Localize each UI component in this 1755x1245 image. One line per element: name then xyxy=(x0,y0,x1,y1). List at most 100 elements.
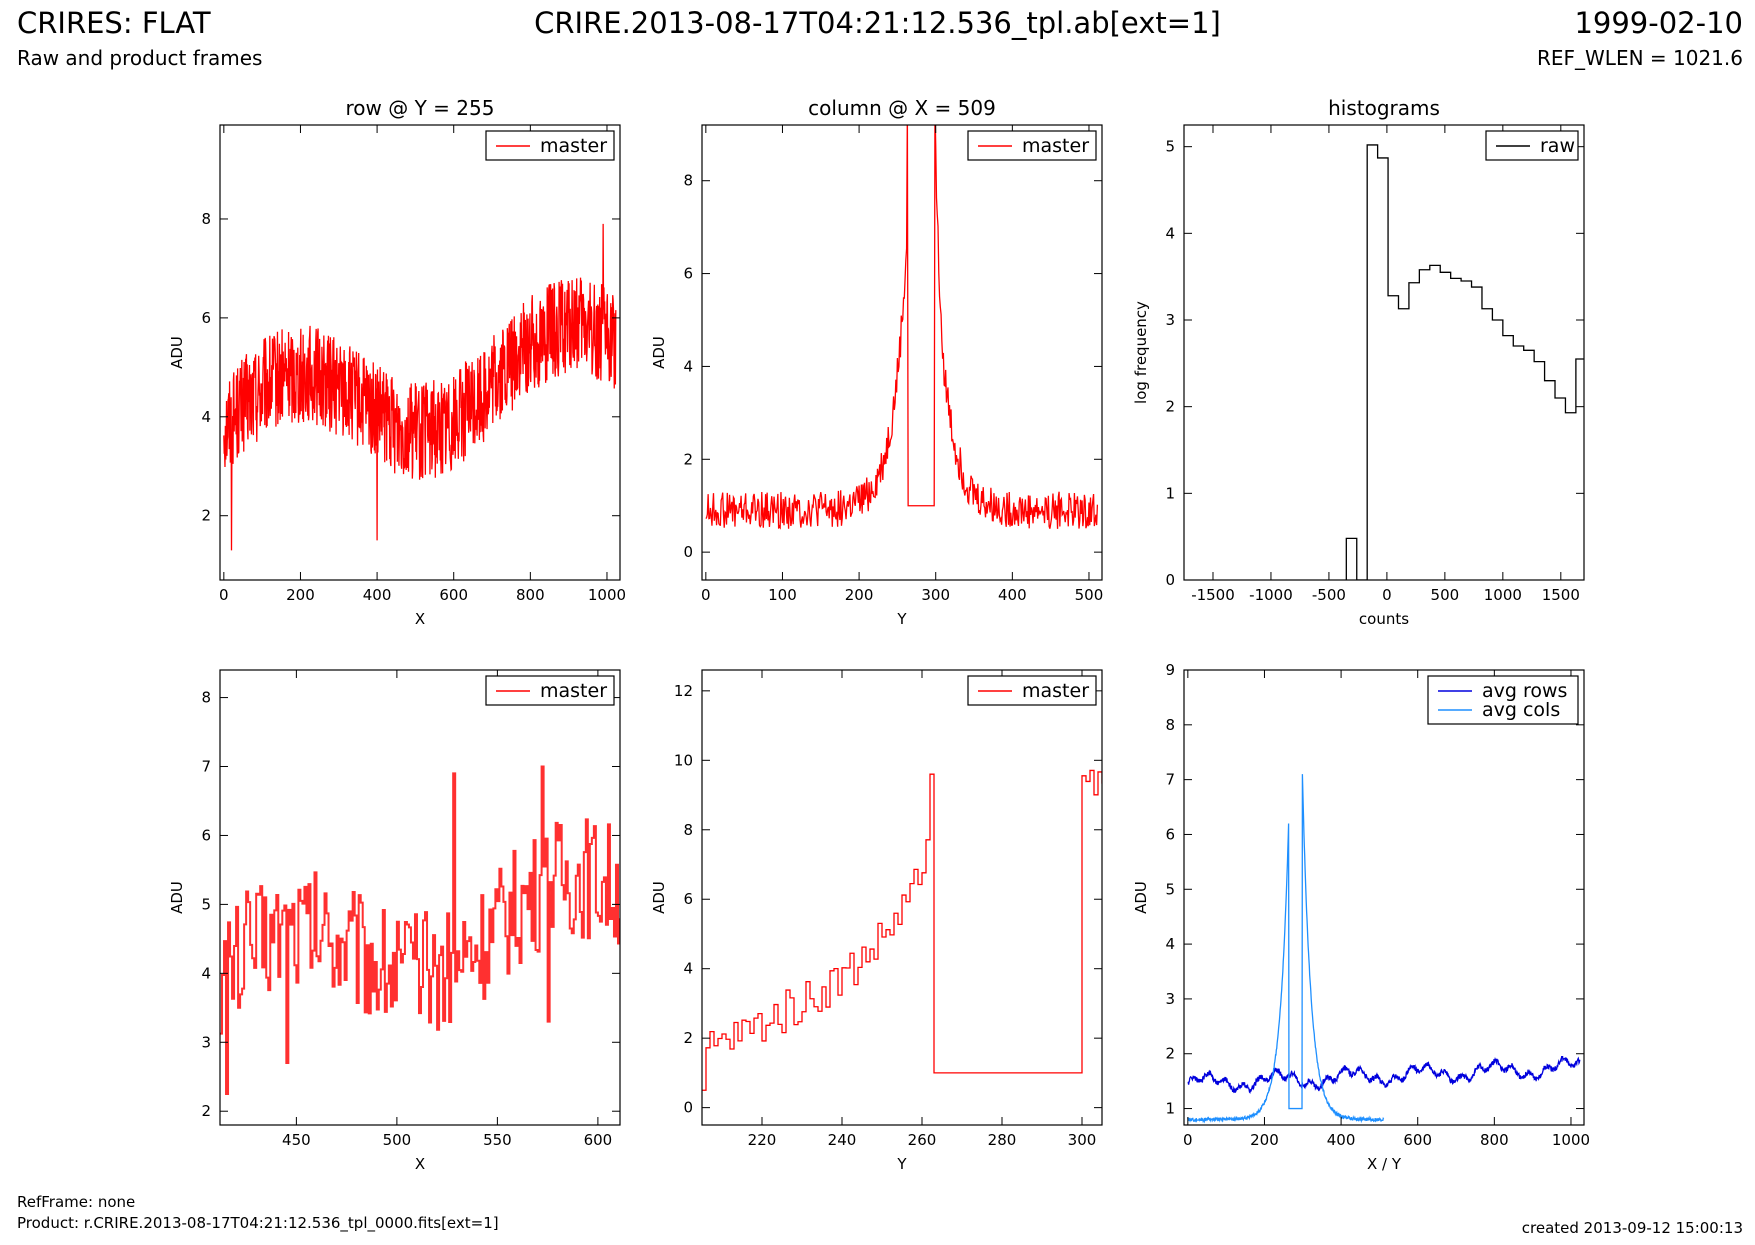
x-tick-label: 1000 xyxy=(1484,586,1522,604)
y-tick-label: 6 xyxy=(683,890,693,908)
x-axis-label: Y xyxy=(896,1155,907,1173)
chart-title: row @ Y = 255 xyxy=(346,96,495,120)
chart-title: histograms xyxy=(1328,96,1440,120)
x-tick-label: 300 xyxy=(921,586,950,604)
x-tick-label: 500 xyxy=(1075,586,1104,604)
series-master xyxy=(223,223,617,551)
y-tick-label: 8 xyxy=(201,210,211,228)
y-tick-label: 2 xyxy=(1165,398,1175,416)
x-tick-label: 200 xyxy=(1250,1131,1279,1149)
x-tick-label: 0 xyxy=(219,586,229,604)
series-avg-cols xyxy=(1187,774,1385,1124)
y-tick-label: 5 xyxy=(201,895,211,913)
y-tick-label: 10 xyxy=(674,751,693,769)
y-tick-label: 3 xyxy=(1165,311,1175,329)
y-tick-label: 4 xyxy=(683,960,693,978)
y-tick-label: 12 xyxy=(674,682,693,700)
legend-label: master xyxy=(540,680,607,702)
chart-title: column @ X = 509 xyxy=(808,96,996,120)
y-tick-label: 8 xyxy=(201,689,211,707)
plot-frame xyxy=(219,669,621,1126)
chart-row-zoom: 450 500 550 600 2 3 4 5 6 7 8 X ADU master xyxy=(168,669,621,1173)
series-avg-rows xyxy=(1187,1055,1581,1094)
y-tick-label: 2 xyxy=(201,1102,211,1120)
y-axis-label: log frequency xyxy=(1132,301,1150,404)
x-tick-label: -1500 xyxy=(1191,586,1235,604)
y-tick-label: 6 xyxy=(201,826,211,844)
series-master xyxy=(702,769,1102,1091)
chart-avg: 0 200 400 600 800 1000 1 2 3 4 5 6 7 8 9 X / Y ADU avg ro… xyxy=(1132,661,1590,1173)
legend-box xyxy=(1427,675,1579,725)
page-subtitle: Raw and product frames xyxy=(17,46,263,70)
x-tick-label: -1000 xyxy=(1249,586,1293,604)
chart-col-full: column @ X = 509 0 100 200 300 400 500 0 2 4 6 8 Y AD… xyxy=(650,96,1103,628)
y-tick-label: 2 xyxy=(683,450,693,468)
y-tick-label: 3 xyxy=(1165,990,1175,1008)
x-tick-label: 400 xyxy=(1327,1131,1356,1149)
y-tick-label: 6 xyxy=(1165,825,1175,843)
x-tick-label: 0 xyxy=(701,586,711,604)
x-tick-label: 1000 xyxy=(1552,1131,1590,1149)
y-tick-label: 1 xyxy=(1165,484,1175,502)
y-axis-label: ADU xyxy=(650,336,668,369)
file-name: CRIRE.2013-08-17T04:21:12.536_tpl.ab[ext… xyxy=(534,6,1221,40)
x-tick-label: 600 xyxy=(584,1131,613,1149)
legend-label: master xyxy=(540,135,607,157)
y-tick-label: 4 xyxy=(1165,224,1175,242)
ref-frame-label: RefFrame: none xyxy=(17,1193,136,1211)
date-label: 1999-02-10 xyxy=(1574,6,1743,40)
plot-frame xyxy=(219,124,621,581)
x-axis-label: X xyxy=(415,610,425,628)
ref-wlen-label: REF_WLEN = 1021.6 xyxy=(1536,46,1743,70)
y-tick-label: 6 xyxy=(201,309,211,327)
x-tick-label: 200 xyxy=(845,586,874,604)
x-tick-label: 300 xyxy=(1068,1131,1097,1149)
y-axis-label: ADU xyxy=(1132,881,1150,914)
y-tick-label: 2 xyxy=(201,507,211,525)
x-tick-label: 220 xyxy=(748,1131,777,1149)
x-tick-label: 400 xyxy=(363,586,392,604)
legend-label: master xyxy=(1022,680,1089,702)
y-tick-label: 0 xyxy=(1165,571,1175,589)
y-tick-label: 4 xyxy=(683,357,693,375)
legend-label: raw xyxy=(1540,135,1575,157)
x-axis-label: X xyxy=(415,1155,425,1173)
page-title: CRIRES: FLAT xyxy=(17,6,211,40)
x-tick-label: -500 xyxy=(1312,586,1346,604)
x-tick-label: 550 xyxy=(483,1131,512,1149)
series-master xyxy=(220,765,620,1095)
y-axis-label: ADU xyxy=(168,336,186,369)
x-tick-label: 200 xyxy=(286,586,315,604)
legend-label: master xyxy=(1022,135,1089,157)
legend: master xyxy=(967,675,1097,706)
x-tick-label: 500 xyxy=(383,1131,412,1149)
chart-col-zoom: 220 240 260 280 300 0 2 4 6 8 10 12 Y ADU master xyxy=(650,669,1103,1173)
x-tick-label: 1000 xyxy=(588,586,626,604)
y-tick-label: 0 xyxy=(683,1099,693,1117)
x-axis-label: Y xyxy=(896,610,907,628)
product-label: Product: r.CRIRE.2013-08-17T04:21:12.536… xyxy=(17,1214,499,1232)
x-tick-label: 500 xyxy=(1431,586,1460,604)
x-axis-label: X / Y xyxy=(1367,1155,1402,1173)
x-tick-label: 0 xyxy=(1183,1131,1193,1149)
y-tick-label: 9 xyxy=(1165,661,1175,679)
created-label: created 2013-09-12 15:00:13 xyxy=(1521,1219,1743,1237)
legend: master xyxy=(485,675,615,706)
x-tick-label: 0 xyxy=(1382,586,1392,604)
y-tick-label: 4 xyxy=(201,408,211,426)
y-tick-label: 0 xyxy=(683,543,693,561)
y-tick-label: 6 xyxy=(683,265,693,283)
legend-label: avg rows xyxy=(1482,680,1567,702)
y-tick-label: 5 xyxy=(1165,138,1175,156)
y-axis-label: ADU xyxy=(650,881,668,914)
x-tick-label: 240 xyxy=(828,1131,857,1149)
y-tick-label: 4 xyxy=(201,964,211,982)
y-tick-label: 5 xyxy=(1165,880,1175,898)
x-tick-label: 450 xyxy=(282,1131,311,1149)
chart-row-full: row @ Y = 255 0 200 400 600 800 1000 2 4 6 8 X ADU ma… xyxy=(168,96,626,628)
plot-frame xyxy=(1183,669,1585,1126)
series-raw xyxy=(1345,144,1584,580)
y-tick-label: 8 xyxy=(1165,716,1175,734)
